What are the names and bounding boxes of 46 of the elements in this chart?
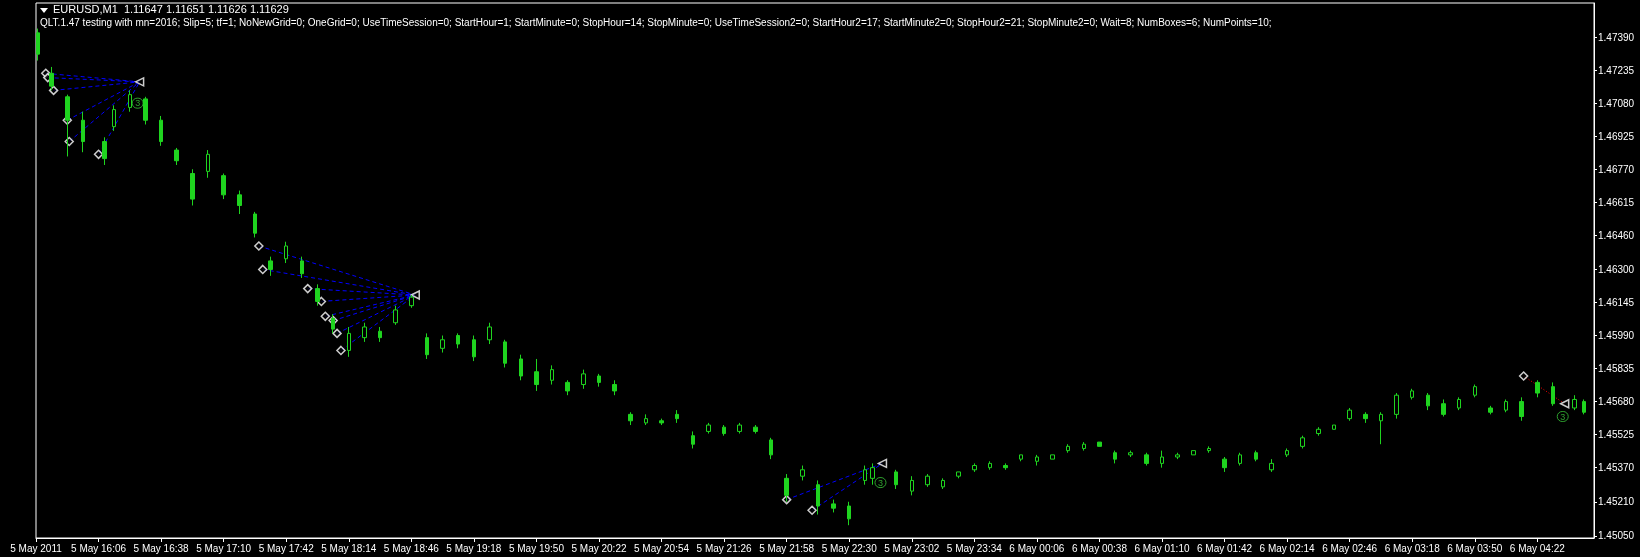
x-tick-label: 6 May 02:14 bbox=[1259, 542, 1316, 554]
y-tick-label: 1.45680 bbox=[1598, 396, 1635, 408]
annotation: 3 bbox=[877, 477, 883, 488]
x-tick-label: 6 May 02:46 bbox=[1322, 542, 1378, 554]
x-tick-label: 6 May 00:06 bbox=[1009, 542, 1065, 554]
x-tick-label: 6 May 03:18 bbox=[1384, 542, 1441, 554]
y-tick-label: 1.46615 bbox=[1598, 196, 1635, 208]
x-tick-label: 5 May 16:06 bbox=[71, 542, 127, 554]
x-tick-label: 5 May 19:18 bbox=[446, 542, 502, 554]
x-tick-label: 6 May 01:42 bbox=[1197, 542, 1253, 554]
y-tick-label: 1.45210 bbox=[1598, 496, 1635, 508]
y-tick-label: 1.46145 bbox=[1598, 296, 1635, 308]
x-tick-label: 6 May 03:50 bbox=[1447, 542, 1503, 554]
annotation: 3 bbox=[135, 98, 141, 109]
x-tick-label: 5 May 18:14 bbox=[321, 542, 377, 554]
y-tick-label: 1.45370 bbox=[1598, 462, 1635, 474]
y-tick-label: 1.47235 bbox=[1598, 64, 1635, 76]
y-tick-label: 1.46460 bbox=[1598, 229, 1635, 241]
x-tick-label: 5 May 17:42 bbox=[258, 542, 315, 554]
x-tick-label: 6 May 01:10 bbox=[1134, 542, 1190, 554]
y-tick-label: 1.47390 bbox=[1598, 31, 1635, 43]
y-tick-label: 1.45835 bbox=[1598, 363, 1635, 375]
x-tick-label: 5 May 19:50 bbox=[508, 542, 565, 554]
y-tick-label: 1.46770 bbox=[1598, 163, 1635, 175]
x-tick-label: 6 May 00:38 bbox=[1071, 542, 1128, 554]
x-tick-label: 5 May 20:22 bbox=[571, 542, 627, 554]
y-tick-label: 1.46300 bbox=[1598, 263, 1635, 275]
chart-title: EURUSD,M1 1.11647 1.11651 1.11626 1.11629 bbox=[53, 3, 289, 15]
y-tick-label: 1.45050 bbox=[1598, 530, 1635, 542]
y-tick-label: 1.45525 bbox=[1598, 429, 1635, 441]
text: QLT.1.47 testing with mn=2016; Slip=5; tf=1; NoNewGrid=0; OneGrid=0; UseTimeSession=0; StartHour=1; StartMinute=0; StopHour=14; StopMinute=0; UseTimeSession2=0; StartHour2=17; StartMinute2=0; StopHour2=21; StopMinute2=0; Wait=8; NumBoxes=6; NumPoints=10; bbox=[40, 16, 1272, 29]
y-tick-label: 1.46925 bbox=[1598, 130, 1635, 142]
x-tick-label: 5 May 23:34 bbox=[946, 542, 1003, 554]
x-tick-label: 5 May 2011 bbox=[10, 542, 63, 554]
x-tick-label: 6 May 04:22 bbox=[1509, 542, 1566, 554]
y-tick-label: 1.45990 bbox=[1598, 330, 1635, 342]
x-tick-label: 5 May 21:26 bbox=[696, 542, 753, 554]
x-tick-label: 5 May 23:02 bbox=[884, 542, 940, 554]
x-tick-label: 5 May 20:54 bbox=[634, 542, 690, 554]
x-tick-label: 5 May 17:10 bbox=[196, 542, 252, 554]
x-tick-label: 5 May 22:30 bbox=[821, 542, 878, 554]
x-tick-label: 5 May 18:46 bbox=[383, 542, 440, 554]
annotation: 3 bbox=[1560, 411, 1566, 422]
y-tick-label: 1.47080 bbox=[1598, 97, 1635, 109]
x-tick-label: 5 May 21:58 bbox=[759, 542, 815, 554]
x-tick-label: 5 May 16:38 bbox=[133, 542, 190, 554]
